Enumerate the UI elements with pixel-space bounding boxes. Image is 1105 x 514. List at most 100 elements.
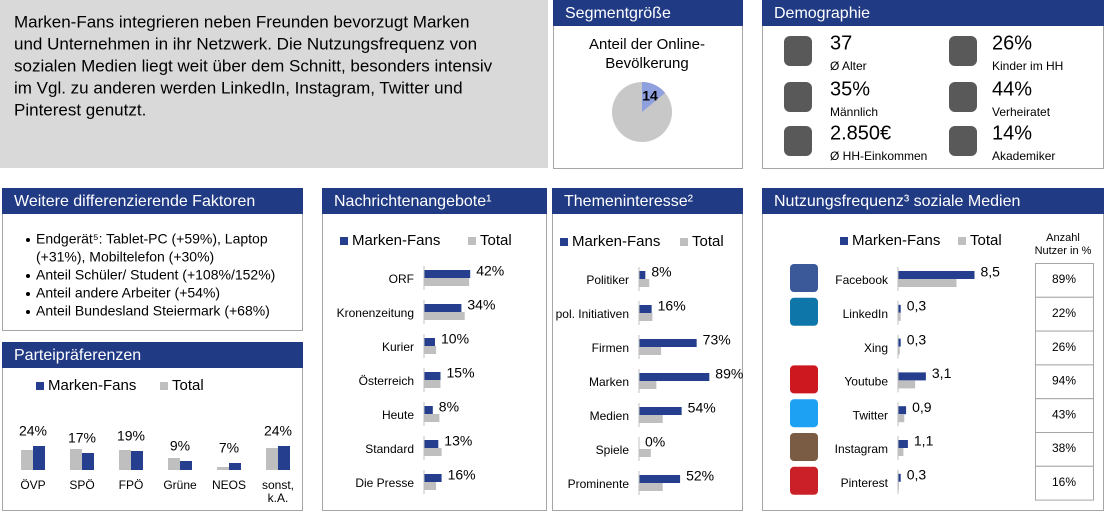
panel-title: Demographie: [774, 5, 870, 22]
bar: [639, 449, 651, 457]
value-label: 13%: [444, 433, 472, 449]
bar: [70, 449, 82, 470]
value-label: 42%: [476, 263, 504, 279]
users-cell: [1035, 330, 1094, 366]
bar: [424, 414, 440, 422]
social-icon: [790, 365, 818, 394]
demographic-value: 44%: [992, 78, 1032, 100]
intro-text: Pinterest genutzt.: [14, 100, 146, 119]
users-value: 16%: [1052, 475, 1076, 489]
bar: [639, 475, 681, 483]
category-label: Pinterest: [841, 476, 889, 490]
category-label: Facebook: [835, 273, 889, 287]
legend-swatch: [468, 237, 476, 245]
bar: [119, 450, 131, 470]
category-label-box: NEOS: [212, 479, 246, 492]
bullet: [26, 292, 30, 296]
category-label: Die Presse: [355, 476, 414, 490]
value-label: 8,5: [981, 264, 1001, 280]
social-icon: [790, 331, 818, 360]
bar: [898, 372, 926, 381]
users-cell: [1035, 465, 1094, 501]
x-tick-label: ÖVP: [20, 479, 46, 492]
intro-text: im Vgl. zu anderen werden LinkedIn, Inst…: [14, 78, 463, 97]
legend-swatch: [560, 238, 568, 246]
bar: [229, 463, 241, 470]
legend-label: Marken-Fans: [852, 232, 940, 249]
users-value: 94%: [1052, 374, 1076, 388]
bar: [21, 450, 33, 470]
category-label: LinkedIn: [843, 307, 888, 321]
intro-text: und Unternehmen in ihr Netzwerk. Die Nut…: [14, 34, 477, 53]
category-label-box: Grüne: [163, 479, 196, 492]
legend-swatch: [340, 237, 348, 245]
value-label: 24%: [264, 423, 292, 439]
x-tick-label: sonst, k.A.: [261, 479, 294, 505]
demographic-value: 14%: [992, 122, 1032, 144]
bar: [424, 338, 435, 346]
demographic-value: 2.850€: [830, 122, 891, 144]
bar: [898, 279, 957, 287]
social-icon: [790, 433, 818, 461]
panel-title: Weitere differenzierende Faktoren: [14, 193, 255, 210]
bar: [424, 406, 433, 414]
bar: [639, 305, 652, 313]
legend-label: Total: [172, 377, 204, 394]
legend-label: Marken-Fans: [572, 233, 660, 250]
bar: [424, 312, 465, 320]
panel-title: Segmentgröße: [565, 5, 671, 22]
panel-header: [762, 0, 1104, 26]
panel-header: [552, 188, 743, 214]
category-label: Marken: [589, 375, 629, 389]
value-label: 0,3: [907, 467, 927, 483]
users-cell: [1035, 364, 1094, 400]
bar: [639, 279, 650, 287]
category-label-box: ÖVP: [20, 479, 46, 492]
users-cell: [1035, 263, 1094, 298]
bar: [217, 467, 229, 470]
category-label-box: FPÖ: [119, 479, 144, 492]
demographic-icon: [784, 126, 812, 156]
value-label: 34%: [467, 297, 495, 313]
demographic-label: Ø HH-Einkommen: [830, 149, 927, 163]
value-label: 0,3: [907, 298, 927, 314]
demographic-label: Akademiker: [992, 149, 1055, 163]
demographic-label: Kinder im HH: [992, 59, 1063, 73]
value-label: 16%: [658, 298, 686, 314]
social-icon: [790, 264, 818, 292]
panel-header: [553, 0, 743, 26]
category-label-box: sonst, k.A.: [261, 479, 294, 505]
legend-swatch: [680, 238, 688, 246]
legend-label: Marken-Fans: [48, 377, 136, 394]
value-label: 15%: [447, 365, 475, 381]
bar: [639, 339, 697, 347]
legend-label: Total: [970, 232, 1002, 249]
panel-header: [322, 188, 547, 214]
bar: [266, 448, 278, 470]
demographic-icon: [949, 36, 977, 66]
value-label: 8%: [651, 264, 671, 280]
bar: [424, 304, 462, 312]
bar: [424, 270, 471, 278]
demographic-value: 35%: [830, 78, 870, 100]
social-icon: [790, 297, 818, 326]
category-label: Xing: [864, 341, 888, 355]
pie-subtitle: Bevölkerung: [605, 55, 688, 72]
category-label: Prominente: [568, 477, 630, 491]
category-label: Medien: [590, 409, 629, 423]
legend-swatch: [160, 382, 168, 390]
factor-text: (+31%), Mobiltelefon (+30%): [36, 249, 214, 265]
demographic-label: Verheiratet: [992, 105, 1051, 119]
intro-text: sozialen Medien liegt weit über dem Schn…: [14, 56, 493, 75]
category-label-box: SPÖ: [69, 479, 94, 492]
bar: [424, 372, 441, 380]
value-label: 3,1: [932, 365, 952, 381]
users-value: 43%: [1052, 407, 1076, 421]
category-label: Firmen: [592, 341, 629, 355]
factor-text: Anteil Schüler/ Student (+108%/152%): [36, 267, 275, 283]
users-header: Nutzer in %: [1035, 245, 1092, 257]
bar: [33, 446, 45, 470]
factor-text: Endgerät⁵: Tablet-PC (+59%), Laptop: [36, 231, 268, 247]
pie-slice: [642, 82, 666, 112]
